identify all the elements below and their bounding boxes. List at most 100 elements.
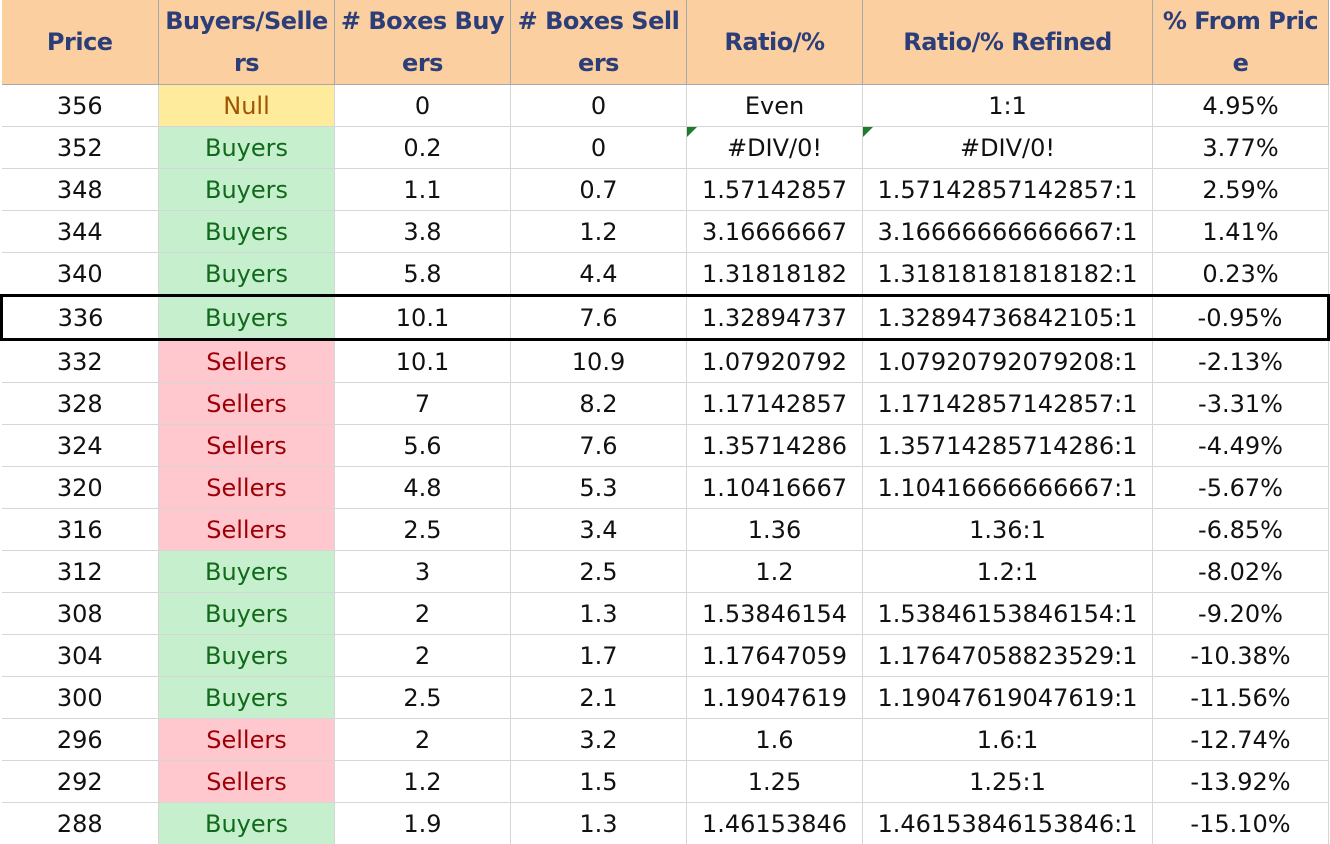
price-cell[interactable]: 304 (1, 634, 159, 677)
ratio-refined-cell[interactable]: 1.19047619047619:1 (862, 676, 1153, 719)
pct-from-price-cell[interactable]: 3.77% (1152, 126, 1329, 169)
price-cell[interactable]: 356 (1, 84, 159, 127)
ratio-refined-cell[interactable]: 3.16666666666667:1 (862, 210, 1153, 253)
buyers-sellers-cell[interactable]: Buyers (158, 592, 335, 635)
boxes-buyers-cell[interactable]: 1.9 (334, 802, 511, 844)
boxes-buyers-cell[interactable]: 0 (334, 84, 511, 127)
price-cell[interactable]: 352 (1, 126, 159, 169)
header-ratio-refined[interactable]: Ratio/% Refined (862, 0, 1153, 85)
boxes-sellers-cell[interactable]: 2.1 (510, 676, 687, 719)
ratio-refined-cell[interactable]: 1.46153846153846:1 (862, 802, 1153, 844)
boxes-buyers-cell[interactable]: 5.8 (334, 252, 511, 296)
ratio-refined-cell[interactable]: 1.31818181818182:1 (862, 252, 1153, 296)
pct-from-price-cell[interactable]: -2.13% (1152, 339, 1329, 383)
price-cell[interactable]: 288 (1, 802, 159, 844)
header-pct-from-price[interactable]: % From Price (1152, 0, 1329, 85)
ratio-cell[interactable]: #DIV/0! (686, 126, 863, 169)
header-price[interactable]: Price (1, 0, 159, 85)
boxes-sellers-cell[interactable]: 4.4 (510, 252, 687, 296)
ratio-cell[interactable]: 1.57142857 (686, 168, 863, 211)
buyers-sellers-cell[interactable]: Buyers (158, 634, 335, 677)
price-cell[interactable]: 328 (1, 382, 159, 425)
header-ratio[interactable]: Ratio/% (686, 0, 863, 85)
pct-from-price-cell[interactable]: -15.10% (1152, 802, 1329, 844)
boxes-sellers-cell[interactable]: 0 (510, 126, 687, 169)
boxes-buyers-cell[interactable]: 4.8 (334, 466, 511, 509)
pct-from-price-cell[interactable]: 1.41% (1152, 210, 1329, 253)
price-cell[interactable]: 316 (1, 508, 159, 551)
ratio-cell[interactable]: Even (686, 84, 863, 127)
boxes-sellers-cell[interactable]: 0.7 (510, 168, 687, 211)
buyers-sellers-cell[interactable]: Null (158, 84, 335, 127)
boxes-sellers-cell[interactable]: 5.3 (510, 466, 687, 509)
boxes-buyers-cell[interactable]: 2.5 (334, 508, 511, 551)
ratio-cell[interactable]: 1.46153846 (686, 802, 863, 844)
boxes-sellers-cell[interactable]: 7.6 (510, 294, 687, 341)
buyers-sellers-cell[interactable]: Buyers (158, 252, 335, 296)
ratio-cell[interactable]: 3.16666667 (686, 210, 863, 253)
boxes-buyers-cell[interactable]: 2 (334, 634, 511, 677)
buyers-sellers-cell[interactable]: Sellers (158, 760, 335, 803)
boxes-sellers-cell[interactable]: 7.6 (510, 424, 687, 467)
buyers-sellers-cell[interactable]: Sellers (158, 718, 335, 761)
pct-from-price-cell[interactable]: -12.74% (1152, 718, 1329, 761)
pct-from-price-cell[interactable]: 0.23% (1152, 252, 1329, 296)
boxes-sellers-cell[interactable]: 0 (510, 84, 687, 127)
ratio-refined-cell[interactable]: 1.36:1 (862, 508, 1153, 551)
boxes-buyers-cell[interactable]: 1.2 (334, 760, 511, 803)
pct-from-price-cell[interactable]: -0.95% (1152, 294, 1330, 341)
pct-from-price-cell[interactable]: -13.92% (1152, 760, 1329, 803)
ratio-cell[interactable]: 1.25 (686, 760, 863, 803)
buyers-sellers-cell[interactable]: Sellers (158, 339, 335, 383)
ratio-refined-cell[interactable]: 1.53846153846154:1 (862, 592, 1153, 635)
boxes-buyers-cell[interactable]: 10.1 (334, 294, 511, 341)
buyers-sellers-cell[interactable]: Buyers (158, 550, 335, 593)
ratio-refined-cell[interactable]: 1.2:1 (862, 550, 1153, 593)
ratio-refined-cell[interactable]: 1.25:1 (862, 760, 1153, 803)
ratio-refined-cell[interactable]: 1.17142857142857:1 (862, 382, 1153, 425)
price-cell[interactable]: 312 (1, 550, 159, 593)
ratio-cell[interactable]: 1.17142857 (686, 382, 863, 425)
pct-from-price-cell[interactable]: -4.49% (1152, 424, 1329, 467)
price-cell[interactable]: 296 (1, 718, 159, 761)
price-cell[interactable]: 344 (1, 210, 159, 253)
boxes-buyers-cell[interactable]: 2 (334, 718, 511, 761)
pct-from-price-cell[interactable]: -10.38% (1152, 634, 1329, 677)
ratio-refined-cell[interactable]: 1.6:1 (862, 718, 1153, 761)
price-cell[interactable]: 324 (1, 424, 159, 467)
boxes-buyers-cell[interactable]: 10.1 (334, 339, 511, 383)
boxes-buyers-cell[interactable]: 5.6 (334, 424, 511, 467)
pct-from-price-cell[interactable]: -5.67% (1152, 466, 1329, 509)
ratio-refined-cell[interactable]: 1.35714285714286:1 (862, 424, 1153, 467)
boxes-sellers-cell[interactable]: 10.9 (510, 339, 687, 383)
buyers-sellers-cell[interactable]: Buyers (158, 676, 335, 719)
buyers-sellers-cell[interactable]: Buyers (158, 126, 335, 169)
boxes-sellers-cell[interactable]: 8.2 (510, 382, 687, 425)
ratio-refined-cell[interactable]: 1.10416666666667:1 (862, 466, 1153, 509)
ratio-cell[interactable]: 1.36 (686, 508, 863, 551)
boxes-buyers-cell[interactable]: 2 (334, 592, 511, 635)
buyers-sellers-cell[interactable]: Buyers (158, 294, 335, 341)
buyers-sellers-cell[interactable]: Sellers (158, 382, 335, 425)
buyers-sellers-cell[interactable]: Sellers (158, 508, 335, 551)
price-cell[interactable]: 332 (1, 339, 159, 383)
price-cell[interactable]: 340 (1, 252, 159, 296)
ratio-cell[interactable]: 1.19047619 (686, 676, 863, 719)
boxes-sellers-cell[interactable]: 1.5 (510, 760, 687, 803)
boxes-sellers-cell[interactable]: 1.7 (510, 634, 687, 677)
boxes-sellers-cell[interactable]: 1.3 (510, 592, 687, 635)
boxes-buyers-cell[interactable]: 3.8 (334, 210, 511, 253)
boxes-sellers-cell[interactable]: 3.4 (510, 508, 687, 551)
boxes-sellers-cell[interactable]: 1.3 (510, 802, 687, 844)
ratio-refined-cell[interactable]: 1.57142857142857:1 (862, 168, 1153, 211)
header-boxes-sellers[interactable]: # Boxes Sellers (510, 0, 687, 85)
boxes-buyers-cell[interactable]: 1.1 (334, 168, 511, 211)
ratio-refined-cell[interactable]: #DIV/0! (862, 126, 1153, 169)
header-boxes-buyers[interactable]: # Boxes Buyers (334, 0, 511, 85)
pct-from-price-cell[interactable]: -9.20% (1152, 592, 1329, 635)
boxes-buyers-cell[interactable]: 0.2 (334, 126, 511, 169)
ratio-cell[interactable]: 1.17647059 (686, 634, 863, 677)
buyers-sellers-cell[interactable]: Sellers (158, 466, 335, 509)
boxes-sellers-cell[interactable]: 2.5 (510, 550, 687, 593)
ratio-refined-cell[interactable]: 1.07920792079208:1 (862, 339, 1153, 383)
